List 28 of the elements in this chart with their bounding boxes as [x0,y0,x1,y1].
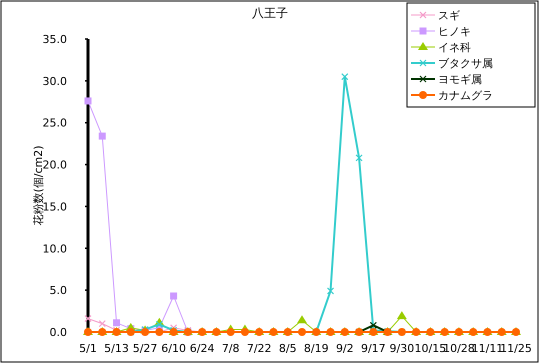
x-tick-label: 5/1 [79,342,97,355]
legend-label: ヨモギ属 [438,73,482,86]
y-tick-label: 15.0 [42,200,67,214]
x-tick-label: 6/24 [190,342,214,355]
legend-label: ブタクサ属 [438,57,493,70]
y-tick-label: 0.0 [50,326,67,339]
y-tick-label: 30.0 [42,74,67,88]
x-tick-label: 8/19 [304,342,329,355]
y-tick-label: 5.0 [50,284,67,298]
y-axis-title: 花粉数(個/cm2) [32,145,45,226]
legend-label: ヒノキ [438,25,471,38]
x-tick-label: 9/30 [390,342,414,355]
y-tick-label: 20.0 [42,158,67,172]
x-tick-label: 7/22 [246,342,272,355]
legend-label: スギ [438,9,460,22]
y-tick-label: 25.0 [42,116,67,130]
legend-label: イネ科 [438,41,471,54]
y-tick-label: 10.0 [42,242,67,256]
x-tick-label: 6/10 [161,342,186,355]
x-tick-label: 8/5 [278,342,297,355]
y-tick-label: 35.0 [42,33,67,46]
x-tick-label: 7/8 [222,342,240,355]
legend-label: カナムグラ [438,89,493,102]
chart-title: 八王子 [252,6,288,20]
x-tick-label: 5/13 [104,342,129,355]
x-tick-label: 5/27 [132,342,158,355]
x-tick-label: 9/17 [360,342,386,355]
x-tick-label: 9/2 [336,342,354,355]
